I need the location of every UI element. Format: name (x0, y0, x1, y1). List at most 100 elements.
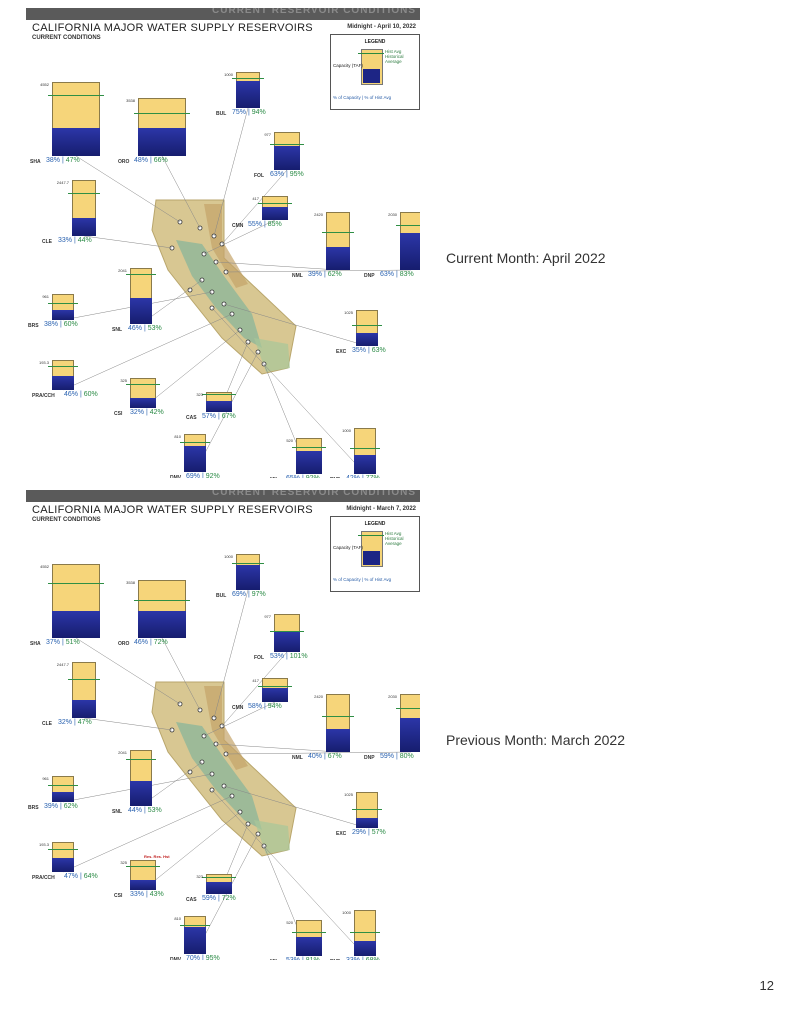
percent-of-historical-average: 47% (77, 719, 92, 726)
percent-separator: | (322, 271, 328, 278)
reservoir-percentages: 69% | 92% (186, 473, 220, 478)
panel-header-text: CURRENT RESERVOIR CONDITIONS (212, 8, 416, 16)
historical-average-line (68, 193, 100, 194)
percent-of-historical-average: 97% (251, 591, 266, 598)
percent-of-historical-average: 42% (149, 409, 164, 416)
reservoir-percentages: 75% | 94% (232, 109, 266, 116)
reservoir-code: SNL (112, 809, 122, 815)
historical-average-line (270, 144, 304, 145)
leader-line (213, 589, 249, 719)
percent-separator: | (262, 703, 268, 710)
legend-footer: % of Capacity | % of Hist Avg (333, 577, 392, 582)
leader-line (161, 155, 201, 229)
capacity-tick-label: 2447.7 (56, 180, 69, 185)
reservoir-gauge-dnp: 2030 DNP 63% | 83% (364, 212, 420, 279)
historical-average-line (126, 384, 160, 385)
reservoir-gauge-bul: 1000 BUL 75% | 94% (216, 72, 266, 117)
reservoir-percentages: 58% | 94% (248, 703, 282, 710)
percent-separator: | (246, 591, 252, 598)
previous-month-label: Previous Month: March 2022 (446, 732, 625, 748)
capacity-tick-label: 2030 (388, 212, 397, 217)
legend-title: LEGEND (364, 521, 386, 527)
reservoir-gauge-nml: 2420 NML 40% | 67% (292, 694, 354, 761)
percent-separator: | (58, 803, 64, 810)
reservoir-percentages: 33% | 44% (58, 237, 92, 244)
leader-line (142, 329, 241, 409)
panel-date: Midnight - April 10, 2022 (347, 24, 416, 30)
reservoir-code: BUL (216, 111, 227, 117)
historical-average-line (180, 442, 210, 443)
percent-separator: | (200, 955, 206, 960)
capacity-tick-label: 1025 (344, 792, 353, 797)
reservoir-code: MIL (270, 959, 279, 960)
historical-average-line (350, 448, 380, 449)
percent-separator: | (58, 321, 64, 328)
reservoir-code: ORO (118, 159, 130, 165)
reservoir-code: PRA/CCH (32, 393, 55, 399)
reservoir-gauge-dmv: 810 DMV 69% | 92% (170, 434, 220, 478)
legend-historical-average: Historical Average (385, 54, 404, 64)
storage-fill (274, 632, 300, 652)
storage-fill (184, 446, 206, 472)
percent-of-historical-average: 95% (205, 955, 220, 960)
percent-of-capacity: 47% (64, 873, 79, 880)
central-valley (176, 722, 262, 830)
sierra-nevada (204, 686, 248, 770)
storage-fill (52, 310, 74, 320)
percent-of-capacity: 69% (186, 473, 201, 478)
capacity-tick-label: 961 (42, 294, 49, 299)
percent-of-historical-average: 81% (306, 957, 320, 960)
reservoir-panel-previous: CURRENT RESERVOIR CONDITIONS CALIFORNIA … (26, 490, 420, 960)
reservoir-code: CSI (114, 893, 123, 899)
storage-fill (400, 718, 420, 752)
historical-average-line (292, 932, 326, 933)
historical-average-line (68, 679, 100, 680)
historical-average-line (352, 809, 382, 810)
capacity-tick-label: 323 (196, 874, 203, 879)
reservoir-gauge-sha: 4552 SHA 38% | 47% (30, 82, 104, 165)
capacity-tick-label: 1000 (224, 554, 233, 559)
reservoir-gauge-snl: 2041 SNL 44% | 53% (112, 750, 162, 815)
legend-storage-fill (363, 69, 380, 83)
reservoir-percentages: 47% | 64% (64, 873, 98, 880)
storage-fill (72, 218, 96, 236)
reservoir-code: BRS (28, 323, 39, 329)
leader-line (215, 743, 339, 753)
reservoir-percentages: 32% | 42% (130, 409, 164, 416)
reservoir-gauge-cle: 2447.7 CLE 33% | 44% (42, 180, 100, 245)
reservoir-gauge-cas: 323 CAS 59% | 72% (186, 874, 236, 903)
percent-separator: | (366, 347, 372, 354)
percent-of-capacity: 46% (128, 325, 143, 332)
reservoir-code: NML (292, 273, 303, 279)
storage-fill (52, 128, 100, 156)
capacity-tick-label: 417 (252, 678, 259, 683)
reservoir-gauge-exc: 1025 EXC 29% | 57% (336, 792, 386, 837)
capacity-tick-label: 4552 (40, 564, 49, 569)
reservoir-code: DMV (170, 957, 182, 960)
reservoir-code: CMN (232, 705, 244, 711)
storage-fill (52, 376, 74, 390)
reservoir-code: EXC (336, 349, 347, 355)
percent-separator: | (262, 221, 268, 228)
historical-average-line (396, 708, 420, 709)
legend-title: LEGEND (364, 39, 386, 45)
page-number: 12 (759, 978, 774, 993)
capacity-tick-label: 193.3 (38, 360, 49, 365)
reservoir-percentages: 32% | 47% (58, 719, 92, 726)
percent-separator: | (300, 957, 306, 960)
percent-separator: | (60, 639, 66, 646)
percent-separator: | (394, 271, 400, 278)
reservoir-percentages: 46% | 53% (128, 325, 162, 332)
storage-fill (138, 128, 186, 156)
percent-of-capacity: 32% (58, 719, 73, 726)
leader-line (211, 789, 366, 957)
reservoir-gauge-sha: 4552 SHA 37% | 51% (30, 564, 104, 647)
storage-fill (356, 818, 378, 828)
percent-of-historical-average: 60% (63, 321, 78, 328)
forecast-note: Res. Res. Hst (144, 854, 170, 859)
percent-of-capacity: 58% (248, 703, 263, 710)
percent-of-historical-average: 92% (306, 475, 320, 478)
reservoir-percentages: 38% | 47% (46, 157, 80, 164)
percent-separator: | (148, 639, 154, 646)
reservoir-percentages: 59% | 80% (380, 753, 414, 760)
